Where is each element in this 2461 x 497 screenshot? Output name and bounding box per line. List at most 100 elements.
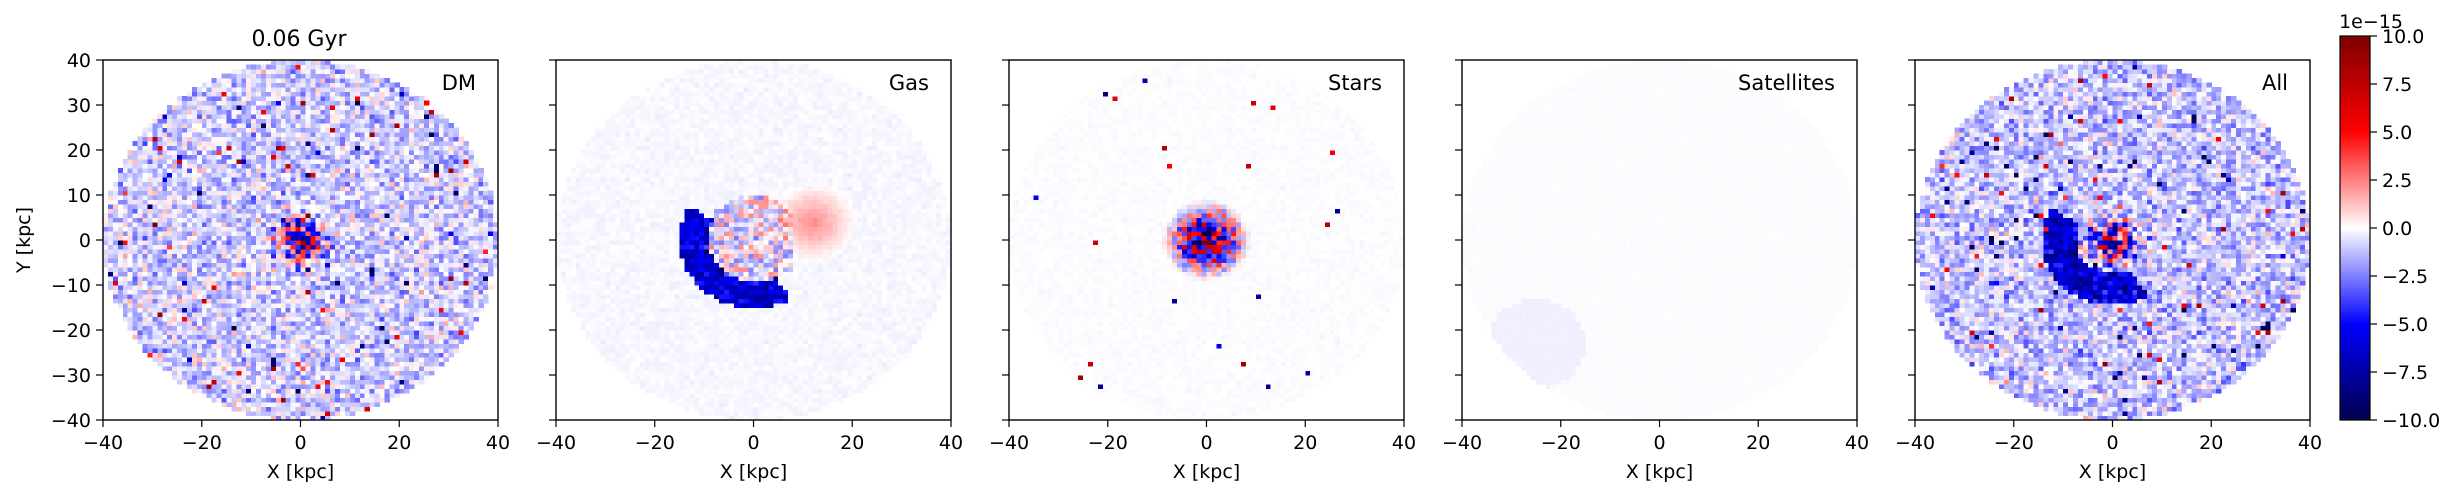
heatmap-cell <box>266 168 272 173</box>
heatmap-cell <box>241 272 247 277</box>
heatmap-cell <box>256 375 262 380</box>
heatmap-cell <box>419 380 425 385</box>
heatmap-cell <box>301 96 307 101</box>
heatmap-cell <box>212 218 218 223</box>
heatmap-cell <box>399 168 405 173</box>
heatmap-cell <box>266 69 272 74</box>
heatmap-cell <box>375 402 381 407</box>
heatmap-cell <box>167 308 173 313</box>
heatmap-cell <box>261 393 267 398</box>
heatmap-cell <box>315 384 321 389</box>
heatmap-cell <box>310 159 316 164</box>
heatmap-cell <box>350 159 356 164</box>
heatmap-cell <box>291 132 297 137</box>
heatmap-cell <box>147 209 153 214</box>
heatmap-cell <box>409 380 415 385</box>
heatmap-cell <box>138 168 144 173</box>
heatmap-cell <box>207 137 213 142</box>
heatmap-cell <box>286 101 292 106</box>
heatmap-cell <box>434 299 440 304</box>
heatmap-cell <box>212 317 218 322</box>
heatmap-cell <box>449 204 455 209</box>
heatmap-cell <box>271 348 277 353</box>
heatmap-cell <box>355 191 361 196</box>
heatmap-cell <box>167 326 173 331</box>
heatmap-cell <box>459 330 465 335</box>
heatmap-cell <box>419 186 425 191</box>
heatmap-cell <box>281 357 287 362</box>
heatmap-cell <box>271 285 277 290</box>
heatmap-cell <box>172 155 178 160</box>
heatmap-cell <box>212 110 218 115</box>
heatmap-cell <box>187 141 193 146</box>
heatmap-cell <box>172 276 178 281</box>
heatmap-cell <box>310 114 316 119</box>
heatmap-cell <box>320 110 326 115</box>
heatmap-cell <box>187 272 193 277</box>
heatmap-cell <box>434 249 440 254</box>
heatmap-cell <box>444 164 450 169</box>
heatmap-cell <box>143 186 149 191</box>
heatmap-cell <box>340 339 346 344</box>
heatmap-cell <box>340 321 346 326</box>
heatmap-cell <box>162 330 168 335</box>
heatmap-cell <box>384 240 390 245</box>
heatmap-cell <box>305 348 311 353</box>
heatmap-cell <box>143 276 149 281</box>
heatmap-cell <box>365 105 371 110</box>
heatmap-cell <box>182 128 188 133</box>
heatmap-cell <box>414 209 420 214</box>
heatmap-cell <box>409 258 415 263</box>
heatmap-cell <box>350 299 356 304</box>
heatmap-cell <box>212 222 218 227</box>
heatmap-cell <box>133 303 139 308</box>
heatmap-cell <box>192 366 198 371</box>
heatmap-cell <box>424 218 430 223</box>
heatmap-cell <box>449 222 455 227</box>
heatmap-cell <box>473 159 479 164</box>
heatmap-cell <box>325 281 331 286</box>
heatmap-cell <box>256 393 262 398</box>
heatmap-cell <box>419 317 425 322</box>
heatmap-cell <box>380 159 386 164</box>
heatmap-cell <box>202 290 208 295</box>
heatmap-cell <box>296 389 302 394</box>
heatmap-cell <box>335 245 341 250</box>
heatmap-cell <box>375 105 381 110</box>
heatmap-cell <box>162 335 168 340</box>
heatmap-cell <box>463 308 469 313</box>
heatmap-cell <box>226 236 232 241</box>
heatmap-cell <box>177 249 183 254</box>
heatmap-cell <box>281 191 287 196</box>
heatmap-cell <box>197 191 203 196</box>
heatmap-cell <box>375 254 381 259</box>
heatmap-cell <box>335 218 341 223</box>
heatmap-cell <box>399 236 405 241</box>
heatmap-cell <box>296 267 302 272</box>
heatmap-cell <box>330 137 336 142</box>
heatmap-cell <box>202 321 208 326</box>
heatmap-cell <box>108 254 114 259</box>
heatmap-cell <box>419 101 425 106</box>
heatmap-cell <box>459 186 465 191</box>
heatmap-cell <box>370 155 376 160</box>
heatmap-cell <box>281 146 287 151</box>
panels: −40 −20 0 20 40−40−30−20−10010203040X [kpc]Y… <box>13 50 2322 483</box>
heatmap-cell <box>246 83 252 88</box>
heatmap-cell <box>167 249 173 254</box>
heatmap-cell <box>320 317 326 322</box>
heatmap-cell <box>350 65 356 70</box>
heatmap-cell <box>305 384 311 389</box>
heatmap-cell <box>286 348 292 353</box>
heatmap-cell <box>256 348 262 353</box>
heatmap-cell <box>315 362 321 367</box>
heatmap-cell <box>231 357 237 362</box>
heatmap-cell <box>266 110 272 115</box>
heatmap-cell <box>360 213 366 218</box>
heatmap-cell <box>468 164 474 169</box>
heatmap-cell <box>449 236 455 241</box>
heatmap-cell <box>217 353 223 358</box>
heatmap-cell <box>350 137 356 142</box>
heatmap-cell <box>330 254 336 259</box>
heatmap-cell <box>370 105 376 110</box>
